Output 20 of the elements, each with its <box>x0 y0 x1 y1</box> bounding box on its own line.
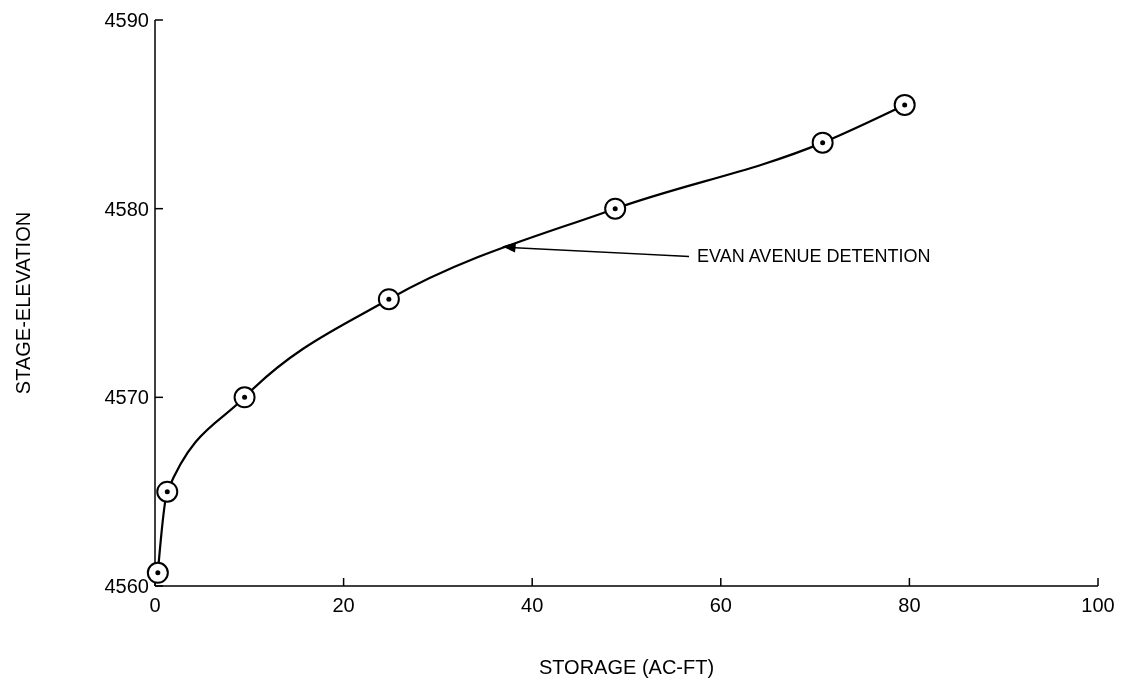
point <box>811 131 834 154</box>
point <box>377 288 400 311</box>
x-tick-label: 40 <box>521 594 544 616</box>
point <box>146 561 169 584</box>
x-tick-label: 0 <box>149 594 161 616</box>
y-tick-label: 4570 <box>104 386 149 409</box>
x-tick-label: 80 <box>898 594 921 616</box>
y-tick-label: 4590 <box>104 9 149 31</box>
y-axis-title: STAGE-ELEVATION <box>12 211 34 395</box>
point <box>893 93 916 116</box>
x-tick-label: 60 <box>709 594 732 616</box>
point <box>156 480 179 503</box>
annotation: EVAN AVENUE DETENTION <box>697 246 931 267</box>
point <box>233 386 256 409</box>
x-axis-title: STORAGE (AC-FT) <box>538 656 715 678</box>
x-tick-label: 20 <box>332 594 355 616</box>
y-tick-label: 4580 <box>104 197 149 220</box>
x-tick-label: 100 <box>1081 594 1115 616</box>
y-tick-label: 4560 <box>104 575 149 597</box>
point <box>604 197 627 220</box>
